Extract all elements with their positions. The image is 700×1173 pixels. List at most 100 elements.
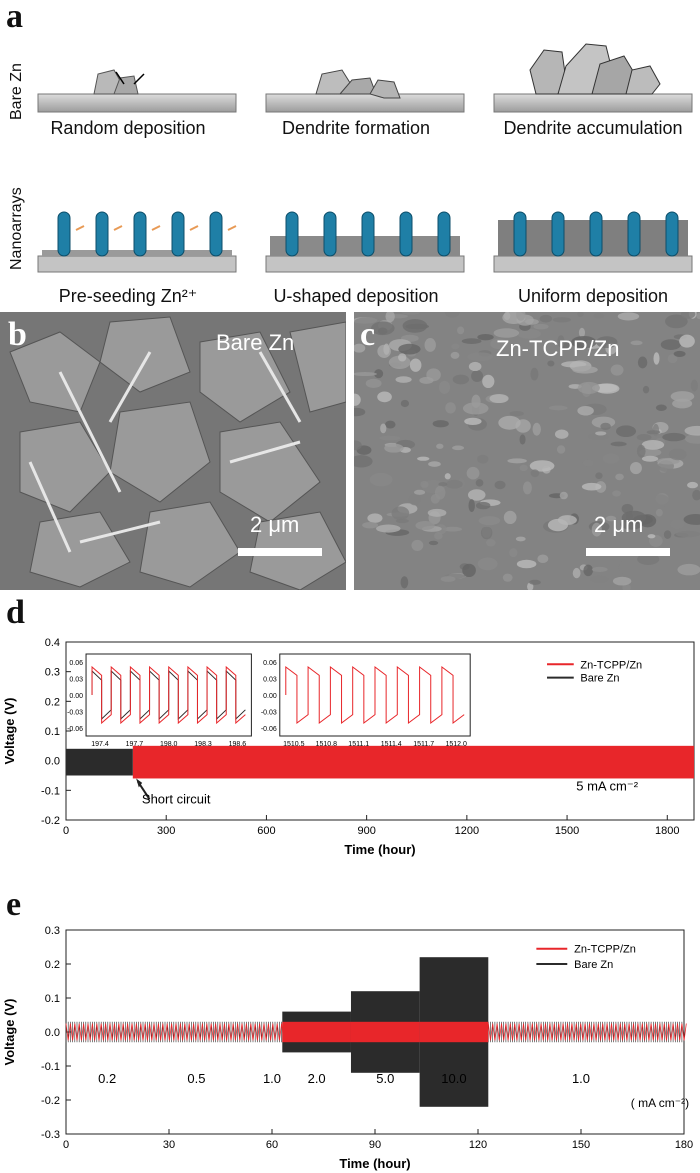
sem-c-grain xyxy=(653,352,660,365)
nanorod xyxy=(285,211,299,257)
sem-c-grain xyxy=(529,460,555,472)
sem-c-grain xyxy=(405,323,430,330)
sem-c-grain xyxy=(482,374,495,389)
sem-c-grain xyxy=(354,372,377,377)
sem-c-grain xyxy=(354,440,362,451)
sem-c-grain xyxy=(477,454,489,464)
substrate-dendrite-accumulation xyxy=(493,43,693,113)
sem-c-grain xyxy=(467,489,486,501)
sem-c-grain xyxy=(610,364,624,376)
zn-ion xyxy=(113,225,123,231)
chart-e-series-zn-tcpp xyxy=(65,1023,287,1041)
nano-substrate xyxy=(37,255,237,273)
sem-c-grain xyxy=(436,443,444,449)
sem-c-grain xyxy=(593,313,605,319)
sem-c-grain xyxy=(376,524,401,533)
sem-c-grain xyxy=(428,461,441,467)
sem-c-grain xyxy=(602,453,620,464)
sem-c-grain xyxy=(636,433,652,441)
chart-d-inset-xtick: 1511.4 xyxy=(381,741,402,748)
chart-d-inset-xtick: 1511.1 xyxy=(348,741,369,748)
chart-d-inset-line-zn-tcpp xyxy=(91,665,246,725)
chart-d-inset-ytick: -0.06 xyxy=(67,726,83,733)
sem-c-grain xyxy=(415,520,435,530)
chart-d-inset-xtick: 1510.5 xyxy=(283,741,305,748)
zn-ion xyxy=(189,225,199,231)
sem-c-grain xyxy=(617,312,640,321)
chart-d-short-circuit: Short circuit xyxy=(142,792,211,807)
sem-c-grain xyxy=(391,506,410,521)
chart-d-xtick-label: 300 xyxy=(157,825,175,837)
nano-substrate xyxy=(265,255,465,273)
sem-c-grain xyxy=(445,402,456,414)
sem-c-grain xyxy=(582,459,594,467)
nanorod xyxy=(361,211,375,257)
sem-title-bare-zn: Bare Zn xyxy=(216,330,295,355)
sem-c-grain xyxy=(557,515,577,525)
chart-e-rate-label: 0.2 xyxy=(98,1071,116,1086)
nanorod xyxy=(95,211,109,257)
chart-e-xlabel: Time (hour) xyxy=(339,1156,410,1171)
chart-d-inset-xtick: 198.3 xyxy=(194,741,212,748)
sem-c-grain xyxy=(655,508,663,517)
sem-c-grain xyxy=(490,338,508,350)
sem-c-grain xyxy=(646,430,661,435)
sem-c-grain xyxy=(477,557,498,571)
sem-c-grain xyxy=(471,370,484,382)
sem-c-grain xyxy=(400,399,410,408)
sem-c-grain xyxy=(572,567,581,579)
sem-c-grain xyxy=(462,563,476,578)
chart-e-ytick-label: 0.1 xyxy=(45,993,60,1005)
sem-c-grain xyxy=(380,423,387,434)
chart-e-ytick-label: -0.2 xyxy=(41,1095,60,1107)
scale-bar-c xyxy=(586,548,670,556)
schematic-bottom-row xyxy=(37,211,693,273)
chart-d-inset-xtick: 197.7 xyxy=(126,741,144,748)
sem-c-grain xyxy=(685,433,700,444)
scale-label-b: 2 μm xyxy=(250,512,300,537)
sem-c-grain xyxy=(475,479,484,487)
sem-c-grain xyxy=(354,407,366,417)
sem-c-grain xyxy=(409,358,422,372)
sem-c-grain xyxy=(537,554,549,564)
nanorod xyxy=(399,211,413,257)
chart-d-ytick-label: 0.4 xyxy=(45,637,60,649)
nanorod xyxy=(323,211,337,257)
chart-d-inset-ytick: -0.03 xyxy=(261,710,277,717)
sem-c-grain xyxy=(516,559,537,569)
sem-c-grain xyxy=(548,405,568,411)
sem-c-grain xyxy=(517,328,541,339)
chart-d-inset-xtick: 1510.8 xyxy=(316,741,338,748)
chart-e-series-bare-zn xyxy=(65,1021,282,1043)
sem-c-grain xyxy=(432,420,449,428)
sem-c-grain xyxy=(680,312,696,319)
sem-c-grain xyxy=(577,312,584,318)
chart-d-legend-bare-zn: Bare Zn xyxy=(580,673,619,685)
sem-c-grain xyxy=(561,361,587,368)
sem-c-grain xyxy=(552,317,571,323)
sem-c-grain xyxy=(438,380,451,394)
sem-c-grain xyxy=(450,351,460,359)
sem-c-grain xyxy=(590,575,609,584)
chart-d-inset-xtick: 197.4 xyxy=(91,741,109,748)
sem-c-grain xyxy=(519,434,526,445)
chart-d-inset-ytick: 0.03 xyxy=(69,677,83,684)
sem-c-grain xyxy=(677,563,700,576)
caption-pre-seeding: Pre-seeding Zn²⁺ xyxy=(58,286,198,306)
sem-c-grain xyxy=(383,343,390,355)
chart-d-inset-xtick: 198.0 xyxy=(160,741,178,748)
sem-c-grain xyxy=(451,343,460,350)
chart-e-rate-label: 2.0 xyxy=(308,1071,326,1086)
sem-c-grain xyxy=(616,425,637,438)
nanorod xyxy=(437,211,451,257)
sem-c-grain xyxy=(503,510,517,525)
sem-c-grain xyxy=(377,391,392,403)
sem-c-grain xyxy=(420,480,429,488)
sem-c-grain xyxy=(503,312,511,321)
sem-c-grain xyxy=(354,393,361,406)
chart-e-rate-label: 10.0 xyxy=(441,1071,466,1086)
sem-c-grain xyxy=(649,494,671,508)
sem-c-grain xyxy=(452,374,470,385)
chart-d-ytick-label: 0.1 xyxy=(45,726,60,738)
chart-e-rate: -0.3 -0.2 -0.1 0.0 0.1 0.2 0.3 0 30 60 90 120 150 180… xyxy=(2,925,693,1171)
